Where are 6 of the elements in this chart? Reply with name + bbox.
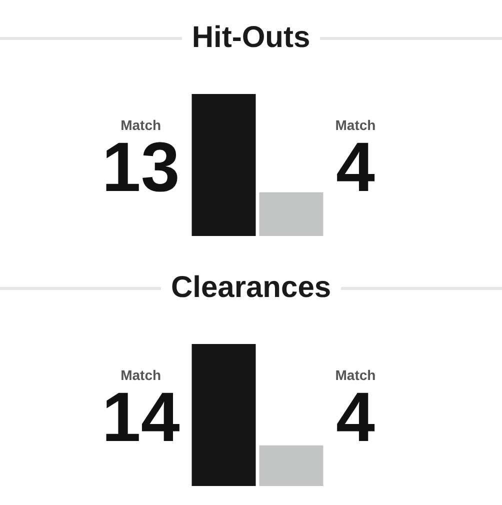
chart-title: Hit-Outs bbox=[192, 21, 310, 55]
chart-title: Clearances bbox=[170, 271, 332, 305]
x-tick-label: Match bbox=[120, 366, 162, 383]
x-tick-label: Match bbox=[335, 366, 376, 383]
x-tick-label: Match bbox=[335, 116, 376, 133]
x-tick-label: Match bbox=[120, 116, 162, 133]
